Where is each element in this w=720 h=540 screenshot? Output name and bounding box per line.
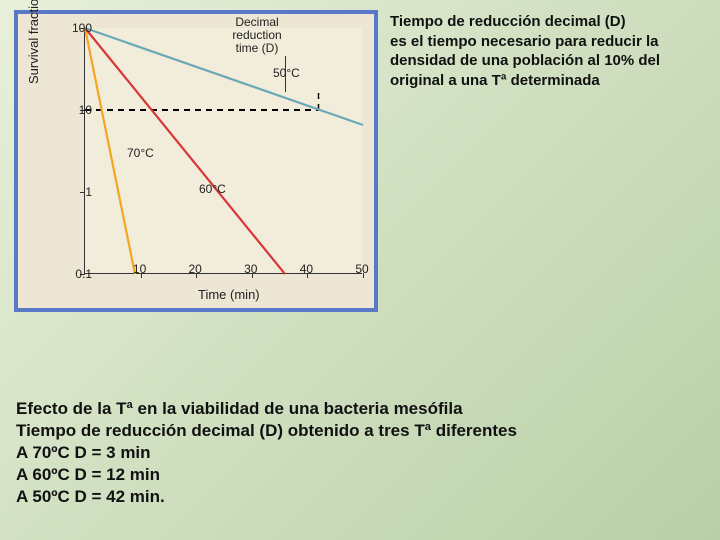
label-70c: 70°C [127, 146, 154, 160]
xtick-50: 50 [355, 262, 368, 276]
xtick-20: 20 [189, 262, 202, 276]
y-axis-label: Survival fraction (log scale) [26, 0, 41, 84]
ytick-1: 1 [85, 185, 92, 199]
bottom-line2: Tiempo de reducción decimal (D) obtenido… [16, 420, 517, 442]
bottom-line4: A 60ºC D = 12 min [16, 464, 517, 486]
xtick-30: 30 [244, 262, 257, 276]
side-text: Tiempo de reducción decimal (D) es el ti… [388, 10, 706, 312]
bottom-line1: Efecto de la Tª en la viabilidad de una … [16, 398, 517, 420]
label-60c: 60°C [199, 182, 226, 196]
x-axis-label: Time (min) [198, 287, 260, 302]
d-callout-line2: reduction [232, 28, 281, 42]
bottom-line3: A 70ºC D = 3 min [16, 442, 517, 464]
label-50c: 50°C [273, 66, 300, 80]
ytick-10: 10 [79, 103, 92, 117]
xtick-40: 40 [300, 262, 313, 276]
d-callout-line1: Decimal [235, 15, 278, 29]
d-callout: Decimal reduction time (D) [217, 16, 297, 56]
plot-area: Decimal reduction time (D) 70°C 60°C 50°… [84, 28, 362, 274]
side-body: es el tiempo necesario para reducir la d… [390, 32, 700, 91]
ytick-01: 0.1 [75, 267, 92, 281]
side-title: Tiempo de reducción decimal (D) [390, 12, 700, 32]
chart-container: Survival fraction (log scale) Time (min) [14, 10, 378, 312]
bottom-text: Efecto de la Tª en la viabilidad de una … [16, 398, 517, 508]
ytick-100: 100 [72, 21, 92, 35]
bottom-line5: A 50ºC D = 42 min. [16, 486, 517, 508]
xtick-10: 10 [133, 262, 146, 276]
d-callout-line3: time (D) [236, 41, 279, 55]
